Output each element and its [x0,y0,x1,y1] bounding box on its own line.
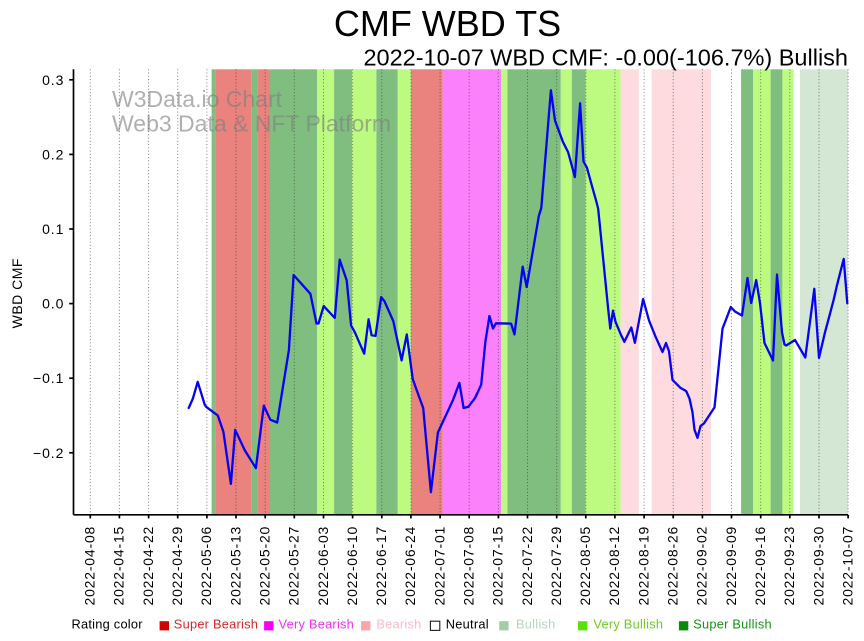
svg-text:2022-07-15: 2022-07-15 [490,526,506,606]
svg-text:Bullish: Bullish [516,617,555,632]
svg-text:2022-09-09: 2022-09-09 [723,526,739,606]
svg-text:2022-04-15: 2022-04-15 [111,526,127,606]
svg-text:Rating color: Rating color [72,617,144,632]
svg-text:2022-09-02: 2022-09-02 [694,526,710,606]
svg-text:2022-10-07: 2022-10-07 [839,526,855,606]
svg-text:2022-07-22: 2022-07-22 [519,526,535,606]
svg-text:2022-07-08: 2022-07-08 [461,526,477,606]
svg-text:2022-06-17: 2022-06-17 [373,526,389,606]
svg-text:2022-05-20: 2022-05-20 [257,526,273,606]
svg-text:CMF WBD TS: CMF WBD TS [334,3,561,44]
svg-text:−0.2: −0.2 [33,445,64,461]
svg-text:2022-08-05: 2022-08-05 [577,526,593,606]
svg-text:Very Bullish: Very Bullish [593,617,663,632]
svg-text:2022-09-23: 2022-09-23 [781,526,797,606]
svg-text:WBD CMF: WBD CMF [9,258,25,328]
svg-text:W3Data.io Chart: W3Data.io Chart [112,86,283,112]
svg-text:2022-10-07 WBD CMF: -0.00(-106: 2022-10-07 WBD CMF: -0.00(-106.7%) Bulli… [363,45,848,71]
svg-text:2022-05-13: 2022-05-13 [227,526,243,606]
svg-text:2022-06-03: 2022-06-03 [315,526,331,606]
svg-text:2022-05-06: 2022-05-06 [198,526,214,606]
svg-text:2022-07-01: 2022-07-01 [431,526,447,606]
svg-text:2022-09-16: 2022-09-16 [752,526,768,606]
svg-text:2022-08-19: 2022-08-19 [635,526,651,606]
svg-text:Bearish: Bearish [376,617,421,632]
svg-text:Web3 Data & NFT Platform: Web3 Data & NFT Platform [112,110,391,136]
svg-text:Super Bearish: Super Bearish [174,617,258,632]
svg-text:2022-04-22: 2022-04-22 [140,526,156,606]
svg-text:Very Bearish: Very Bearish [279,617,355,632]
svg-text:Neutral: Neutral [446,617,489,632]
svg-text:2022-04-29: 2022-04-29 [169,526,185,606]
svg-text:0.1: 0.1 [42,221,64,237]
svg-text:Super Bullish: Super Bullish [693,617,772,632]
svg-text:2022-04-08: 2022-04-08 [82,526,98,606]
svg-text:2022-08-26: 2022-08-26 [665,526,681,606]
svg-text:2022-06-24: 2022-06-24 [402,526,418,606]
svg-text:2022-06-10: 2022-06-10 [344,526,360,606]
svg-text:2022-08-12: 2022-08-12 [606,526,622,606]
svg-text:0.0: 0.0 [42,296,64,312]
svg-text:2022-07-29: 2022-07-29 [548,526,564,606]
svg-text:0.3: 0.3 [42,72,64,88]
svg-text:0.2: 0.2 [42,146,64,162]
svg-text:2022-05-27: 2022-05-27 [286,526,302,606]
svg-text:2022-09-30: 2022-09-30 [810,526,826,606]
svg-text:−0.1: −0.1 [33,370,64,386]
